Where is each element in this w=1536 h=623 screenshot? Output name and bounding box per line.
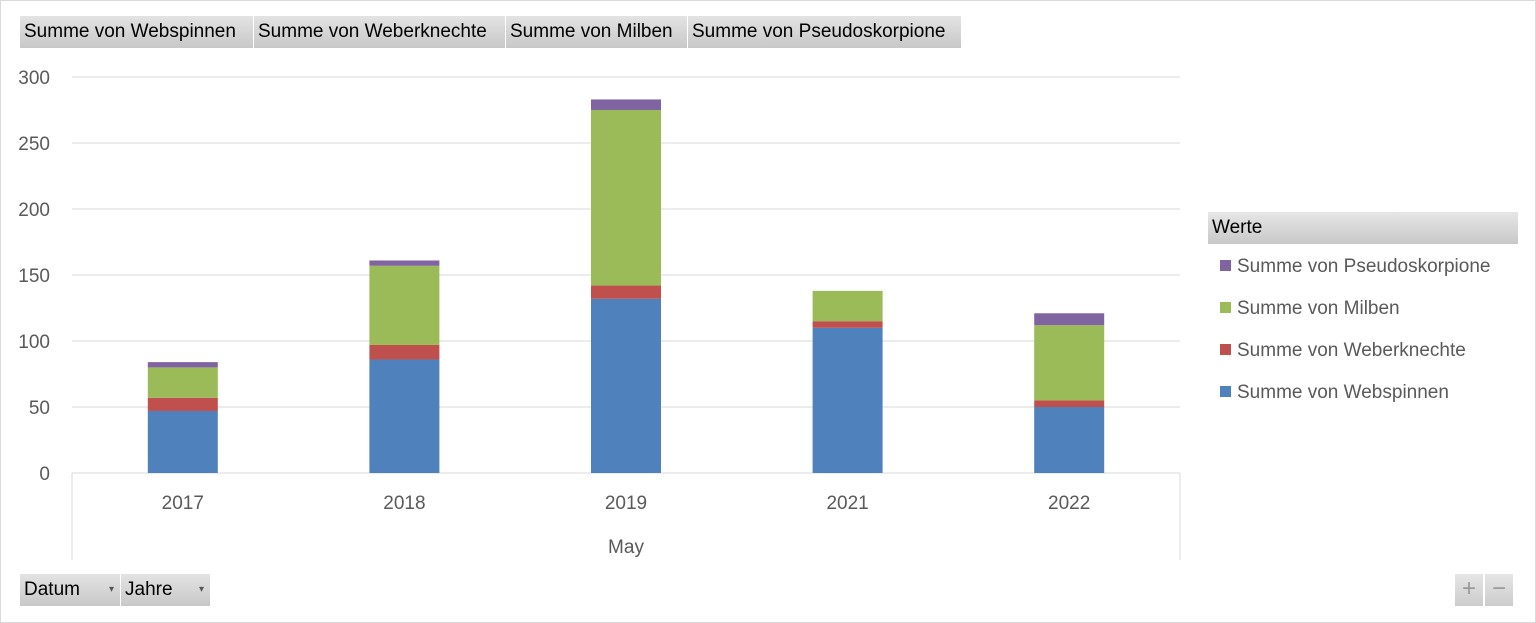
bar-segment: [369, 344, 440, 360]
legend-swatch: [1220, 260, 1231, 271]
bar-segment: [1034, 407, 1105, 473]
collapse-field-button[interactable]: −: [1485, 574, 1513, 606]
x-tick-label: 2021: [826, 493, 868, 514]
bar-segment: [369, 265, 440, 345]
legend-item: Summe von Webspinnen: [1220, 381, 1449, 405]
legend-swatch: [1220, 386, 1231, 397]
bar-segment: [1034, 400, 1105, 407]
x-tick-label: 2018: [383, 493, 425, 514]
bar-segment: [1034, 313, 1105, 326]
y-tick-label: 300: [18, 68, 50, 89]
bar-segment: [1034, 325, 1105, 401]
legend-swatch: [1220, 344, 1231, 355]
y-tick-label: 100: [18, 332, 50, 353]
legend-label: Summe von Weberknechte: [1237, 340, 1466, 361]
x-axis-label: May: [608, 537, 644, 558]
plus-icon: +: [1461, 575, 1476, 602]
value-field-button-milben[interactable]: Summe von Milben: [505, 16, 687, 48]
value-field-button-weberknechte[interactable]: Summe von Weberknechte: [253, 16, 505, 48]
y-tick-label: 150: [18, 266, 50, 287]
expand-field-button[interactable]: +: [1455, 574, 1483, 606]
y-tick-label: 200: [18, 200, 50, 221]
bar-segment: [591, 285, 661, 299]
bar-segment: [812, 290, 883, 322]
legend-label: Summe von Webspinnen: [1237, 382, 1449, 403]
legend-item: Summe von Weberknechte: [1220, 339, 1466, 363]
x-tick-label: 2019: [605, 493, 647, 514]
value-field-button-pseudoskorpione[interactable]: Summe von Pseudoskorpione: [687, 16, 961, 48]
bar-segment: [369, 359, 440, 473]
value-field-button-webspinnen[interactable]: Summe von Webspinnen: [20, 16, 253, 48]
axis-field-label-datum: Datum: [24, 579, 80, 600]
bar-segment: [591, 298, 661, 473]
axis-field-button-datum[interactable]: Datum ▾: [20, 574, 120, 606]
x-tick-label: 2017: [162, 493, 204, 514]
bar-segment: [591, 99, 661, 110]
legend-swatch: [1220, 302, 1231, 313]
y-tick-label: 250: [18, 134, 50, 155]
bar-segment: [147, 410, 218, 473]
axis-field-label-jahre: Jahre: [125, 579, 173, 600]
bar-segment: [812, 321, 883, 328]
legend-label: Summe von Milben: [1237, 298, 1400, 319]
bar-segment: [147, 367, 218, 398]
legend-item: Summe von Milben: [1220, 297, 1400, 321]
legend-header[interactable]: Werte: [1208, 212, 1518, 244]
legend-item: Summe von Pseudoskorpione: [1220, 255, 1490, 279]
y-tick-label: 50: [29, 398, 50, 419]
axis-field-button-jahre[interactable]: Jahre ▾: [120, 574, 210, 606]
y-tick-label: 0: [39, 464, 50, 485]
legend-label: Summe von Pseudoskorpione: [1237, 256, 1491, 277]
dropdown-arrow-icon: ▾: [108, 584, 114, 595]
bar-segment: [147, 362, 218, 368]
dropdown-arrow-icon: ▾: [198, 584, 204, 595]
bar-segment: [812, 327, 883, 473]
bar-segment: [369, 260, 440, 266]
x-tick-label: 2022: [1048, 493, 1090, 514]
bar-segment: [591, 110, 661, 286]
bar-segment: [147, 397, 218, 411]
minus-icon: −: [1491, 575, 1506, 602]
